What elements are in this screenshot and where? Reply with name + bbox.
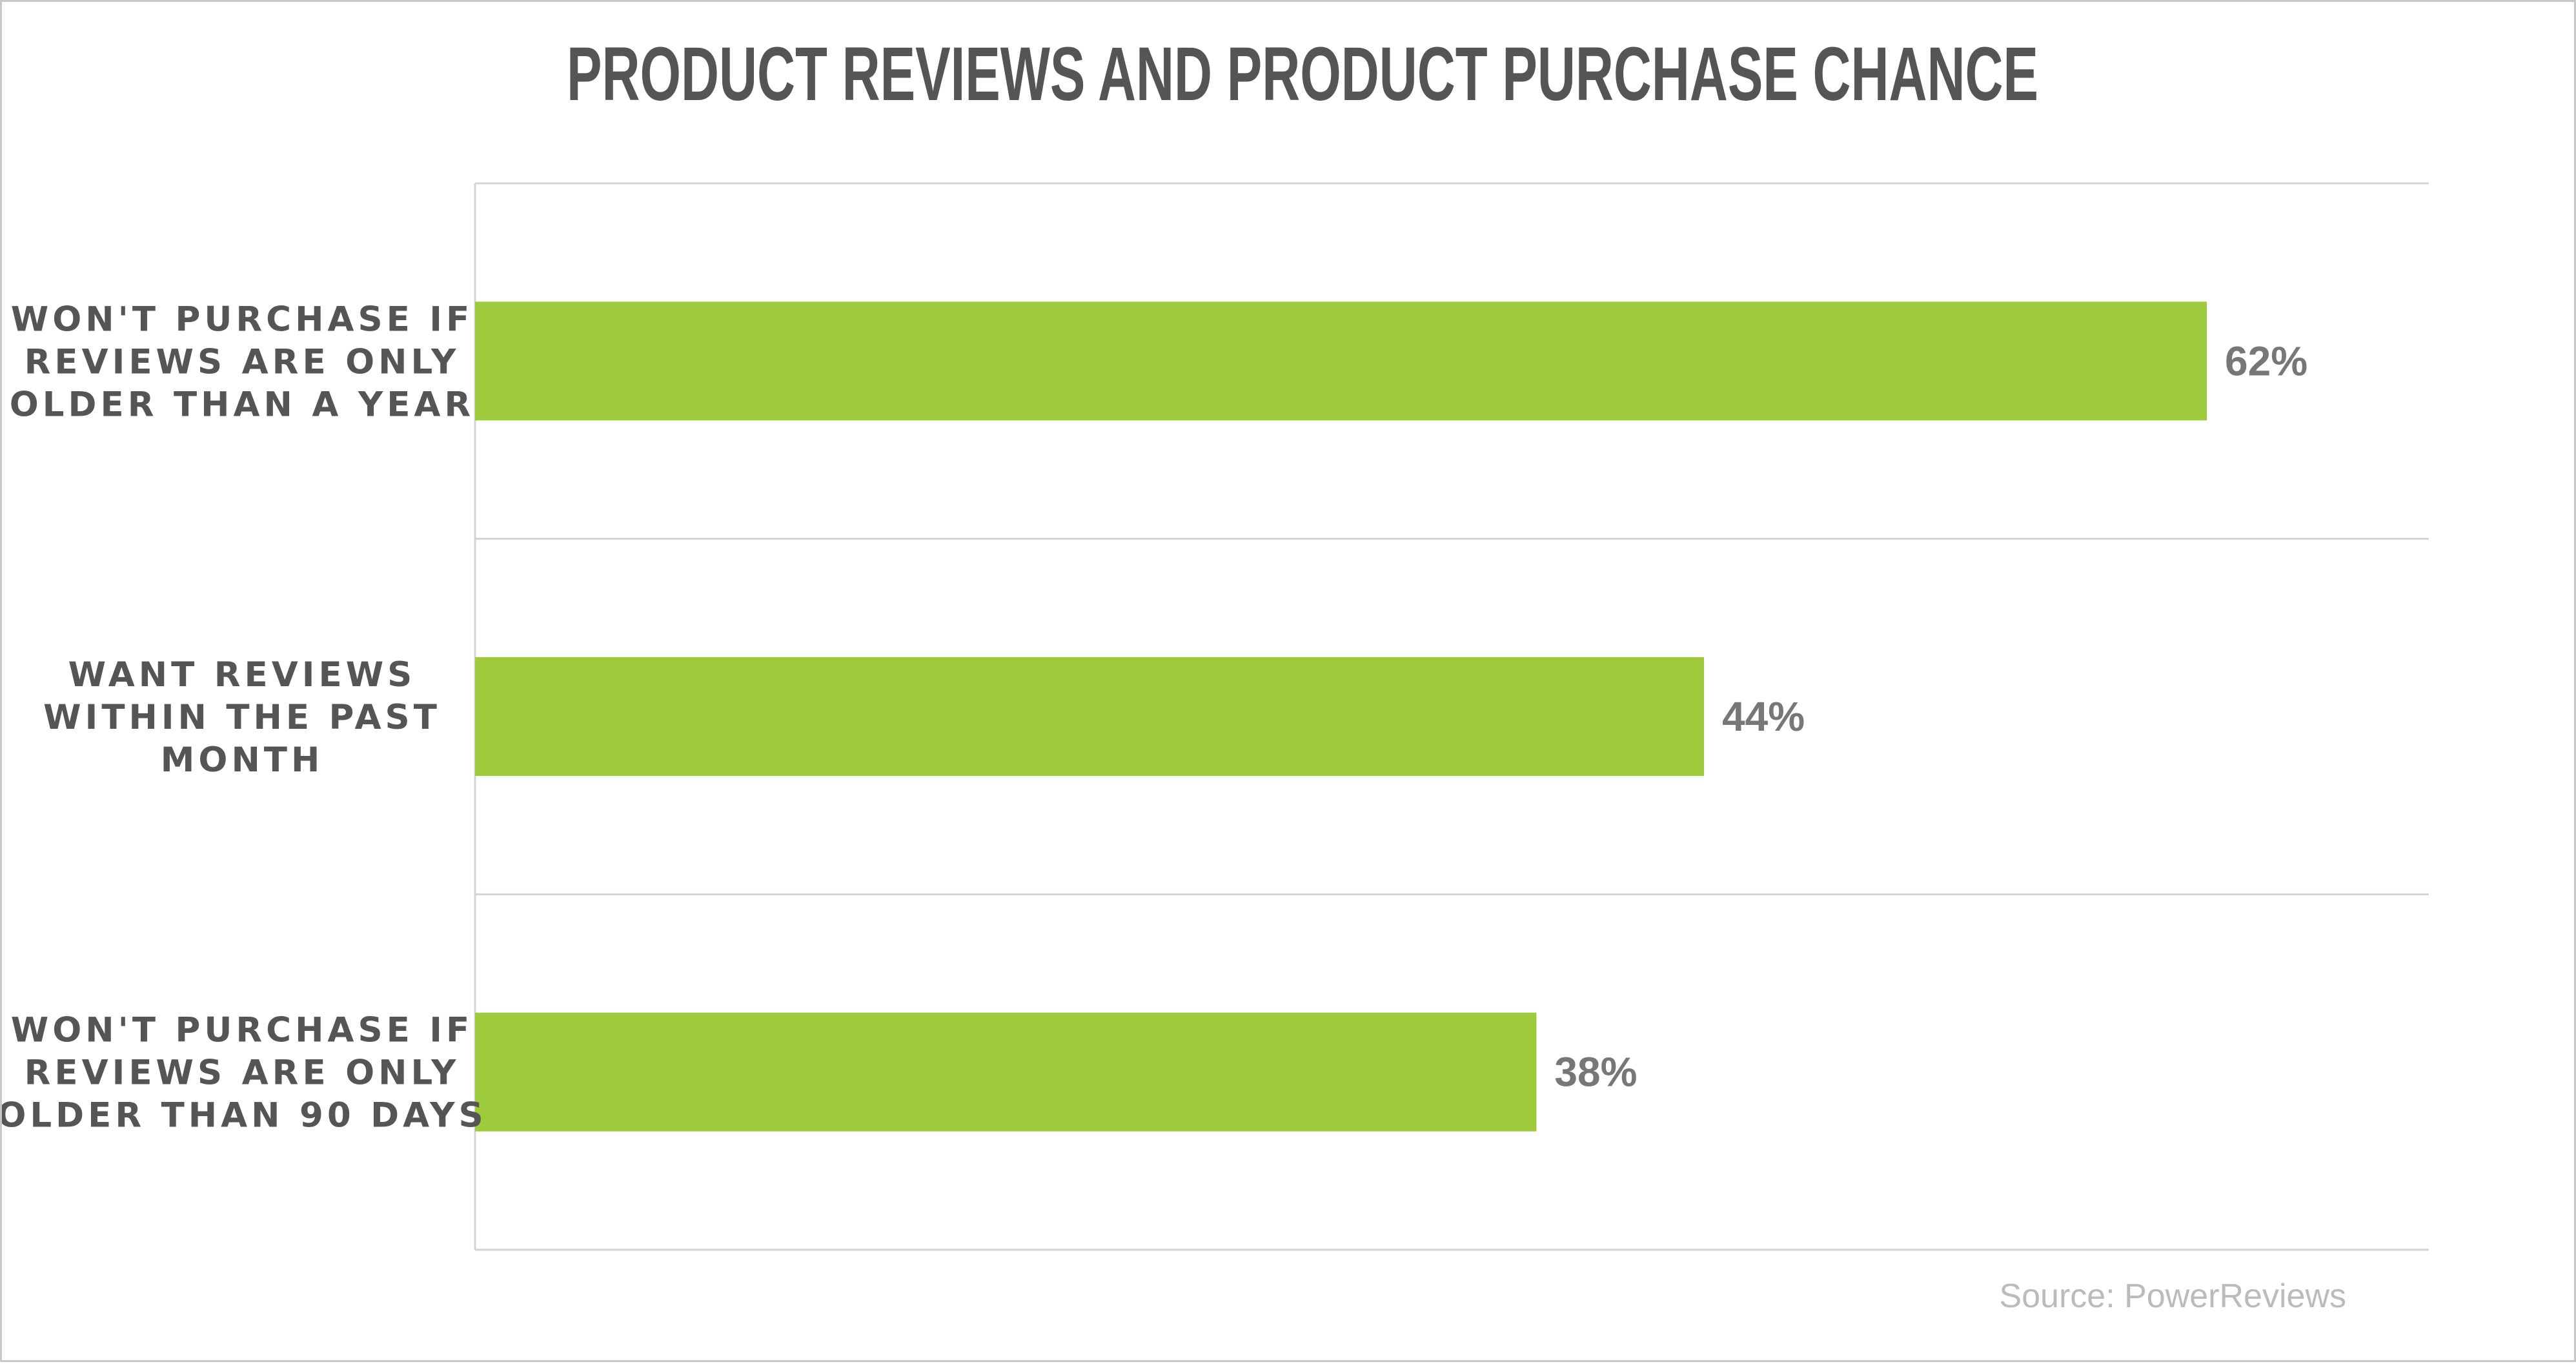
data-label: 44% xyxy=(1722,693,1805,740)
category-label: WANT REVIEWS WITHIN THE PAST MONTH xyxy=(43,655,441,780)
category-label-line: REVIEWS ARE ONLY xyxy=(25,342,460,382)
bar xyxy=(475,301,2207,421)
category-label-line: OLDER THAN 90 DAYS xyxy=(2,1096,487,1135)
data-label: 38% xyxy=(1554,1049,1637,1095)
category-label-line: WON'T PURCHASE IF xyxy=(11,1011,473,1050)
category-label-line: OLDER THAN A YEAR xyxy=(10,385,475,424)
category-label-line: WANT REVIEWS xyxy=(68,655,416,695)
data-label: 62% xyxy=(2225,338,2307,384)
category-label-line: MONTH xyxy=(161,740,324,780)
source-note: Source: PowerReviews xyxy=(1999,1277,2346,1315)
category-label-line: REVIEWS ARE ONLY xyxy=(25,1054,460,1093)
category-label-line: WITHIN THE PAST xyxy=(43,698,441,737)
category-label-line: WON'T PURCHASE IF xyxy=(11,300,473,339)
bars xyxy=(475,301,2207,1132)
category-label: WON'T PURCHASE IF REVIEWS ARE ONLY OLDER T… xyxy=(10,300,475,424)
bar xyxy=(475,1012,1537,1132)
bar xyxy=(475,657,1705,776)
chart-title: PRODUCT REVIEWS AND PRODUCT PURCHASE CHA… xyxy=(567,32,2038,117)
category-label: WON'T PURCHASE IF REVIEWS ARE ONLY OLDER T… xyxy=(2,1011,487,1135)
category-labels: WON'T PURCHASE IF REVIEWS ARE ONLY OLDER T… xyxy=(2,300,487,1135)
value-labels: 62% 44% 38% xyxy=(1554,338,2307,1095)
